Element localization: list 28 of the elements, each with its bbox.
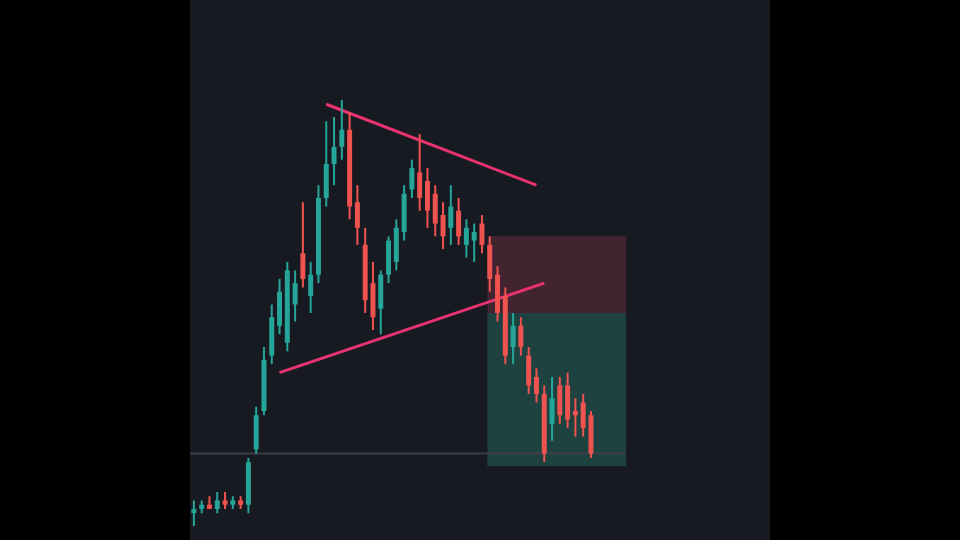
candlestick (339, 99, 345, 161)
candlestick (245, 456, 251, 515)
candlestick (440, 201, 446, 251)
candlestick (471, 222, 477, 263)
candlestick (456, 196, 462, 246)
candlestick (479, 214, 485, 255)
candlestick (331, 116, 337, 187)
candlestick (518, 316, 524, 357)
candlestick (253, 405, 259, 455)
candlestick (526, 346, 532, 395)
candlestick (300, 201, 306, 289)
candlestick (323, 120, 329, 208)
candlestick (463, 218, 469, 259)
candlestick (214, 490, 220, 515)
candlestick (549, 375, 555, 442)
candlestick (191, 499, 197, 527)
candlestick (588, 409, 594, 459)
candlestick (448, 184, 454, 246)
candlestick (510, 312, 516, 366)
candlestick (378, 269, 384, 336)
candlestick (557, 375, 563, 425)
candlestick (565, 371, 571, 430)
candlestick (424, 167, 430, 229)
candlestick (432, 184, 438, 238)
candlestick (308, 260, 314, 314)
candlestick (409, 158, 415, 199)
candlestick (417, 133, 423, 212)
candlestick (386, 235, 392, 285)
